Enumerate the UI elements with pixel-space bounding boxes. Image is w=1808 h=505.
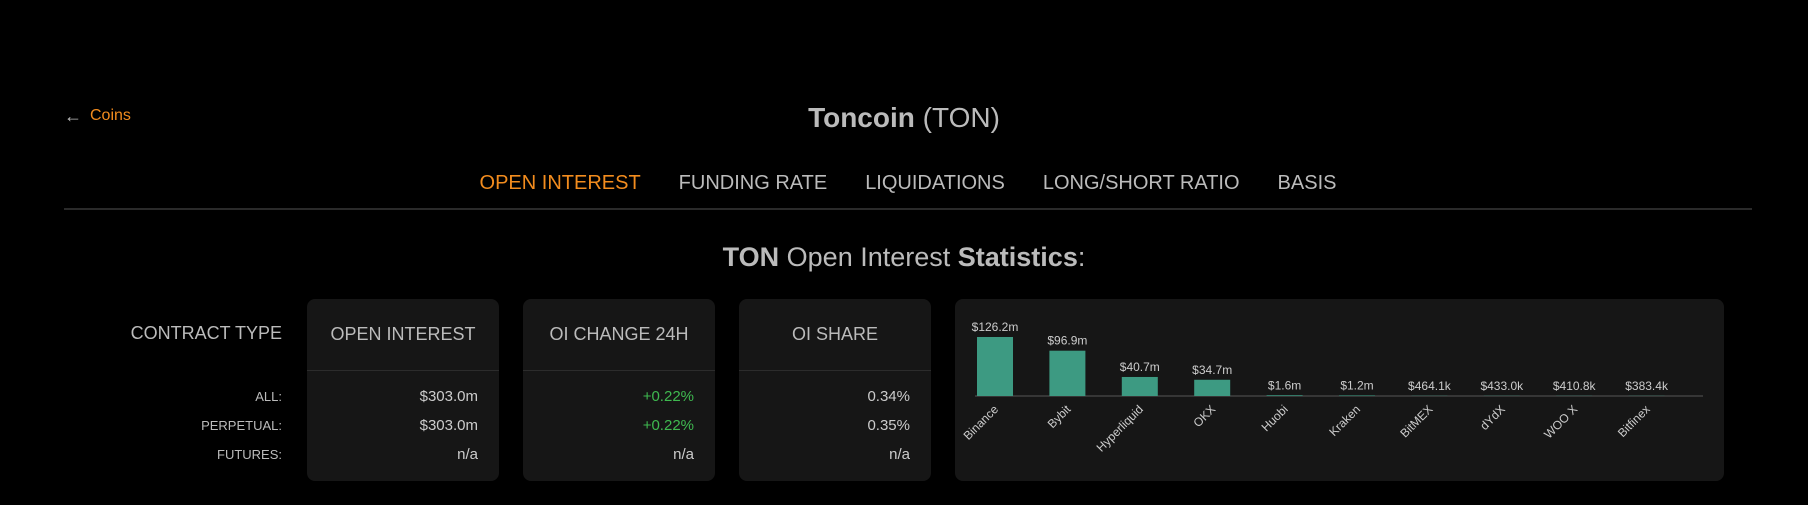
tab-bar: OPEN INTEREST FUNDING RATE LIQUIDATIONS … [64,170,1752,210]
data-label: $410.8k [1553,379,1597,393]
tab-funding-rate[interactable]: FUNDING RATE [678,172,828,194]
oi-share-header: OI SHARE [739,299,931,371]
back-link-label: Coins [90,107,131,124]
bar-okx[interactable] [1194,379,1231,396]
data-label: $1.2m [1340,378,1373,392]
oi-change-card: OI CHANGE 24H +0.22% +0.22% n/a [523,299,715,481]
oi-share-perpetual-value: 0.35% [867,417,910,434]
arrow-left-icon: ← [64,106,82,126]
oi-change-all-value: +0.22% [642,388,694,405]
open-interest-header: OPEN INTEREST [307,299,499,371]
data-label: $433.0k [1480,379,1524,393]
row-labels: CONTRACT TYPE ALL: PERPETUAL: FUTURES: [100,299,282,481]
x-tick-label: dYdX [1477,402,1508,433]
x-tick-label: Hyperliquid [1094,402,1146,454]
contract-type-header: CONTRACT TYPE [130,323,282,343]
section-suffix: : [1077,242,1086,272]
open-interest-card: OPEN INTEREST $303.0m $303.0m n/a [307,299,499,481]
x-tick-label: Kraken [1326,402,1363,439]
bar-hyperliquid[interactable] [1121,376,1158,396]
row-label-futures: FUTURES: [217,447,282,462]
tab-long-short-ratio[interactable]: LONG/SHORT RATIO [1042,172,1240,194]
x-tick-label: Binance [961,402,1002,443]
row-label-all: ALL: [255,389,282,404]
data-label: $34.7m [1192,363,1232,377]
oi-futures-value: n/a [457,446,478,463]
oi-share-futures-value: n/a [889,446,910,463]
oi-change-header: OI CHANGE 24H [523,299,715,371]
oi-share-card: OI SHARE 0.34% 0.35% n/a [739,299,931,481]
tab-liquidations[interactable]: LIQUIDATIONS [865,172,1005,194]
x-tick-label: Bitfinex [1615,402,1653,440]
section-bold: Statistics [957,242,1078,272]
oi-perpetual-value: $303.0m [419,417,478,434]
back-to-coins-link[interactable]: ← Coins [64,107,131,125]
bar-huobi[interactable] [1266,395,1303,396]
oi-change-perpetual-value: +0.22% [642,417,694,434]
x-tick-label: BitMEX [1397,402,1435,440]
tab-open-interest[interactable]: OPEN INTEREST [479,172,641,194]
x-tick-label: WOO X [1541,402,1580,441]
bar-binance[interactable] [977,337,1013,396]
x-tick-label: OKX [1191,402,1219,430]
exchange-oi-bar-chart: $126.2m Binance $96.9m Bybit $40.7m Hyperliqu… [961,320,1703,455]
tab-basis[interactable]: BASIS [1277,172,1337,194]
x-tick-label: Huobi [1259,402,1291,434]
page-title: Toncoin (TON) [0,102,1808,134]
exchange-oi-chart-card: $126.2m Binance $96.9m Bybit $40.7m Hyperliqu… [955,299,1724,481]
data-label: $1.6m [1268,378,1301,392]
x-tick-label: Bybit [1045,402,1074,431]
data-label: $383.4k [1625,379,1669,393]
bar-bybit[interactable] [1049,350,1086,396]
oi-share-all-value: 0.34% [867,388,910,405]
oi-change-futures-value: n/a [673,446,694,463]
row-label-perpetual: PERPETUAL: [201,418,282,433]
data-label: $464.1k [1408,379,1452,393]
coin-name: Toncoin [808,102,915,133]
data-label: $96.9m [1047,334,1087,348]
coin-symbol: (TON) [922,102,1000,133]
section-title: TON Open Interest Statistics: [0,242,1808,273]
section-symbol: TON [722,242,780,272]
oi-all-value: $303.0m [419,388,478,405]
data-label: $126.2m [972,320,1019,334]
section-middle: Open Interest [786,242,951,272]
data-label: $40.7m [1120,360,1160,374]
bar-kraken[interactable] [1339,395,1375,396]
